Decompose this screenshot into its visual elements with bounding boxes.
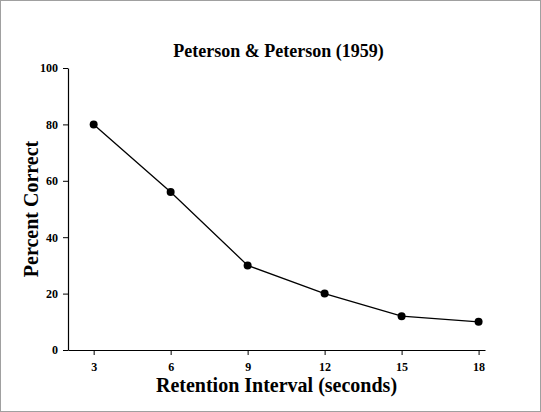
x-tick: 6 xyxy=(168,350,174,374)
x-tick-label: 12 xyxy=(319,360,331,374)
x-tick: 9 xyxy=(245,350,251,374)
x-tick-mark xyxy=(248,350,249,355)
y-tick-mark xyxy=(63,294,68,295)
y-tick: 60 xyxy=(46,174,68,188)
x-axis-line xyxy=(69,350,486,351)
x-tick: 15 xyxy=(396,350,408,374)
y-tick: 40 xyxy=(46,231,68,245)
title: Peterson & Peterson (1959) xyxy=(173,41,383,62)
y-tick-label: 60 xyxy=(46,174,58,188)
x-axis: 3 6 9 12 15 18 xyxy=(69,350,486,374)
y-tick-label: 20 xyxy=(46,287,58,301)
x-tick-label: 9 xyxy=(245,360,251,374)
y-tick-label: 0 xyxy=(52,343,58,357)
x-tick: 3 xyxy=(91,350,97,374)
x-tick: 12 xyxy=(319,350,331,374)
x-tick-mark xyxy=(325,350,326,355)
frame xyxy=(1,1,541,412)
data-point xyxy=(321,290,329,298)
x-tick-mark xyxy=(479,350,480,355)
x-tick-label: 6 xyxy=(168,360,174,374)
x-tick: 18 xyxy=(473,350,485,374)
y-tick-mark xyxy=(63,350,68,351)
y-tick: 100 xyxy=(40,61,68,75)
x-tick-mark xyxy=(94,350,95,355)
y-tick-label: 80 xyxy=(46,118,58,132)
data-point xyxy=(475,318,483,326)
plot-area xyxy=(90,120,483,325)
y-axis-title: Percent Correct xyxy=(20,140,42,277)
y-axis-line xyxy=(68,69,69,351)
x-tick-mark xyxy=(402,350,403,355)
y-tick-mark xyxy=(63,237,68,238)
data-point xyxy=(167,188,175,196)
y-tick: 0 xyxy=(52,343,68,357)
x-tick-mark xyxy=(171,350,172,355)
y-tick-mark xyxy=(63,68,68,69)
data-point xyxy=(90,120,98,128)
x-tick-label: 3 xyxy=(91,360,97,374)
data-line xyxy=(94,124,479,321)
chart: 3 6 9 12 15 18 0 20 40 60 80 100 Peterson & Peterson… xyxy=(0,0,541,412)
y-tick-mark xyxy=(63,124,68,125)
data-point xyxy=(244,261,252,269)
data-point xyxy=(398,312,406,320)
y-tick: 80 xyxy=(46,118,68,132)
y-tick: 20 xyxy=(46,287,68,301)
x-tick-label: 15 xyxy=(396,360,408,374)
y-axis: 0 20 40 60 80 100 xyxy=(40,61,69,357)
y-tick-label: 100 xyxy=(40,61,58,75)
y-tick-mark xyxy=(63,181,68,182)
x-tick-label: 18 xyxy=(473,360,485,374)
x-axis-title: Retention Interval (seconds) xyxy=(156,374,397,397)
y-tick-label: 40 xyxy=(46,231,58,245)
